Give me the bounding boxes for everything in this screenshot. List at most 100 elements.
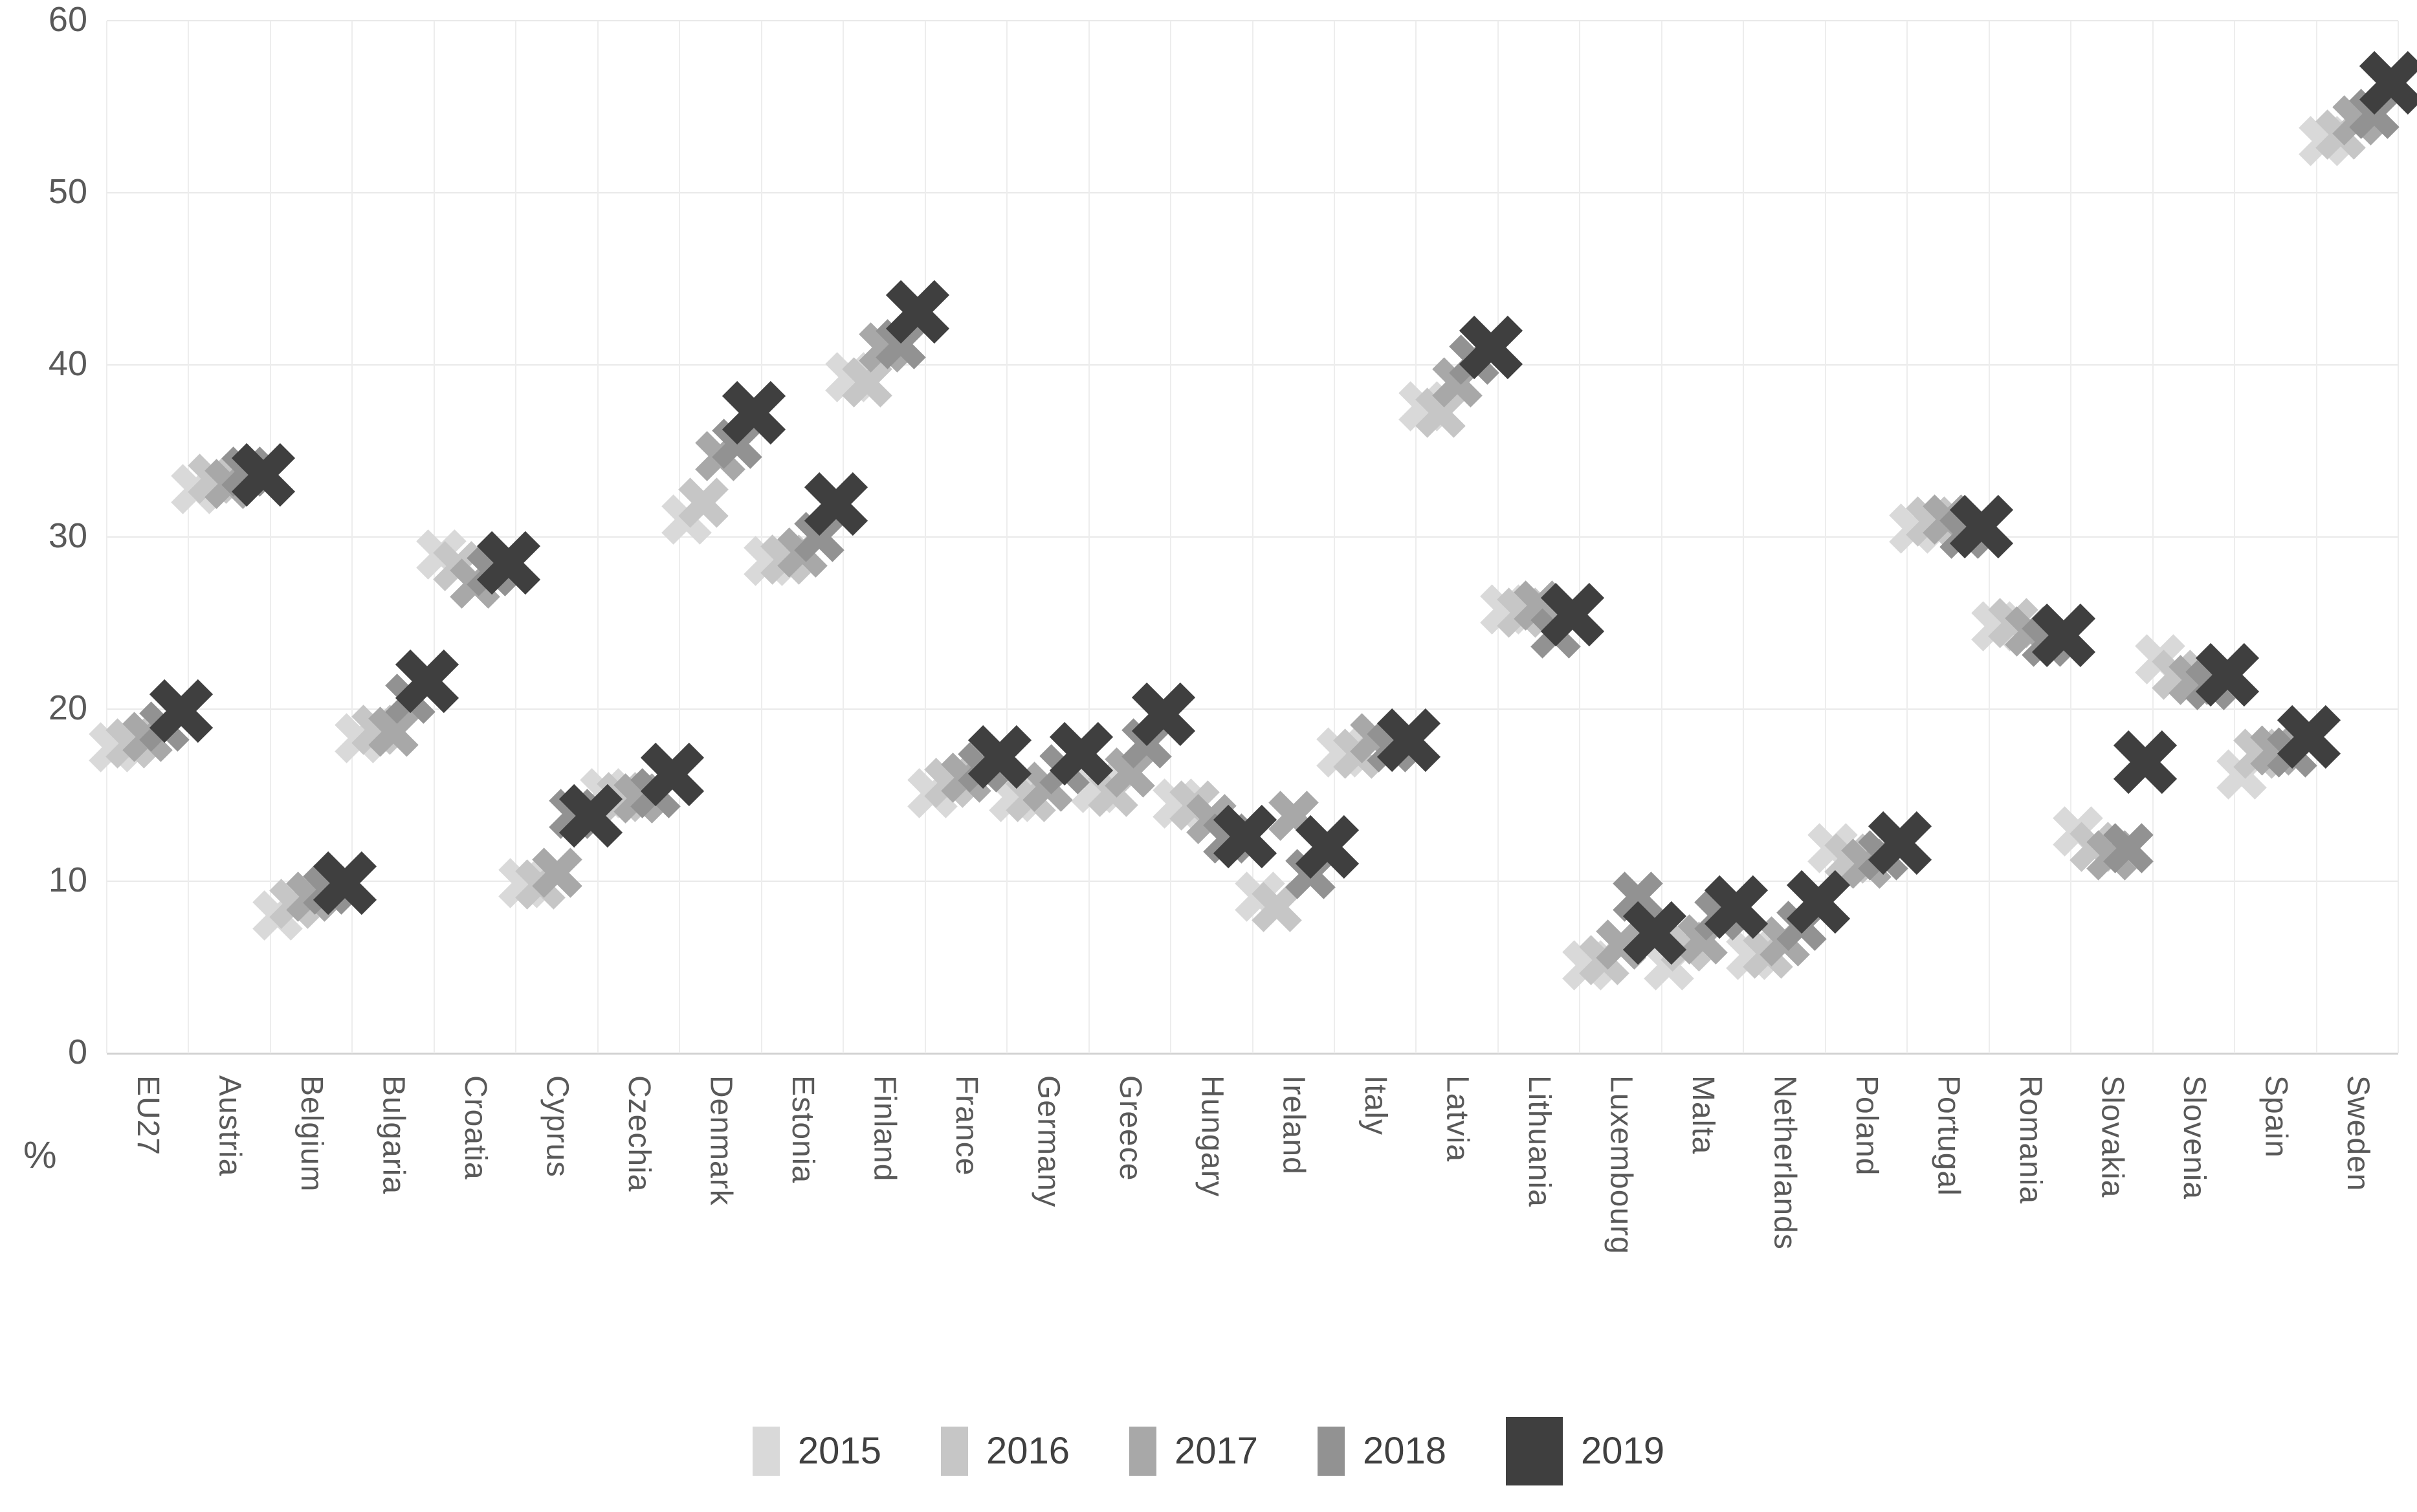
chart-legend: 2015 2016 2017 2018 2019 [0,1417,2417,1485]
x-marker-2019-czechia [632,734,712,815]
x-marker-2019-france [960,717,1040,797]
x-category-label: Romania [2013,1075,2047,1205]
x-marker-2018-estonia [788,505,851,569]
x-category-label: Sweden [2340,1075,2375,1192]
x-cross-icon [1868,811,1932,875]
x-category-label: Poland [1849,1075,1884,1176]
gridline-vertical [2398,21,2399,1053]
gridline-vertical [1824,21,1826,1053]
legend-item-2019: 2019 [1506,1417,1664,1485]
x-cross-icon [1950,494,2014,559]
x-category-label: Greece [1112,1075,1147,1181]
x-cross-icon [1105,747,1155,798]
gridline-vertical [760,21,762,1053]
x-cross-icon [395,650,459,714]
x-marker-2019-finland [877,272,958,352]
y-tick-label: 60 [48,0,87,39]
x-cross-icon [842,356,893,408]
x-marker-2019-eu27 [141,671,221,751]
x-cross-icon [368,706,419,757]
x-category-label: Italy [1358,1075,1393,1136]
x-marker-2019-lithuania [1532,575,1613,655]
gridline-vertical [843,21,844,1053]
gridline-vertical [597,21,599,1053]
gridline-horizontal [107,1053,2398,1055]
gridline-vertical [1415,21,1417,1053]
x-marker-2019-slovakia [2105,722,2185,802]
gridline-vertical [106,21,107,1053]
x-marker-2019-poland [1860,803,1940,883]
x-marker-2019-spain [2269,697,2349,777]
x-cross-icon [1612,871,1663,922]
x-category-label: Slovenia [2176,1075,2211,1200]
x-cross-icon [2195,642,2259,707]
legend-swatch-icon [752,1427,780,1476]
gridline-vertical [1497,21,1499,1053]
x-cross-icon [231,443,295,507]
x-marker-2019-croatia [469,523,549,603]
gridline-vertical [1006,21,1008,1053]
x-cross-icon [1704,875,1769,939]
x-marker-2019-denmark [714,373,794,453]
x-category-label: Malta [1686,1075,1721,1155]
x-category-label: Luxembourg [1604,1075,1639,1255]
legend-swatch-icon [1506,1417,1563,1485]
gridline-vertical [1252,21,1253,1053]
y-tick-label: 30 [48,516,87,555]
gridline-vertical [1088,21,1090,1053]
gridline-vertical [351,21,353,1053]
legend-label: 2016 [986,1430,1070,1472]
legend-item-2018: 2018 [1318,1427,1446,1476]
x-cross-icon [1050,722,1114,786]
x-marker-2019-bulgaria [387,641,467,721]
gridline-vertical [1170,21,1172,1053]
x-category-label: Portugal [1931,1075,1966,1196]
x-marker-2018-luxembourg [1606,865,1670,928]
gridline-vertical [2070,21,2072,1053]
x-cross-icon [2277,705,2341,769]
legend-label: 2019 [1581,1430,1665,1472]
x-marker-2019-hungary [1205,796,1285,877]
x-category-label: Finland [867,1075,902,1182]
gridline-vertical [269,21,271,1053]
x-marker-2016-ireland [1245,875,1308,939]
x-cross-icon [476,531,541,595]
x-category-label: Spain [2258,1075,2293,1158]
x-cross-icon [1459,316,1523,380]
x-cross-icon [149,679,214,743]
x-category-label: Austria [212,1075,247,1177]
y-tick-label: 10 [48,860,87,899]
y-tick-label: 0 [67,1032,87,1071]
x-cross-icon [722,381,786,445]
x-marker-2019-germany [1041,714,1121,794]
legend-swatch-icon [940,1427,968,1476]
legend-label: 2015 [797,1430,881,1472]
x-marker-2019-romania [2024,595,2104,675]
x-cross-icon [886,279,950,344]
x-cross-icon [1131,682,1195,747]
x-category-label: Hungary [1195,1075,1230,1198]
x-cross-icon [2103,823,2154,874]
x-marker-2016-denmark [672,471,735,534]
legend-label: 2018 [1363,1430,1447,1472]
gridline-vertical [515,21,517,1053]
x-marker-2018-finland [869,312,933,376]
x-cross-icon [794,512,844,562]
x-cross-icon [558,783,623,848]
x-category-label: Slovakia [2095,1075,2130,1198]
x-category-label: Latvia [1440,1075,1475,1163]
gridline-vertical [1579,21,1581,1053]
x-marker-2019-ireland [1287,807,1367,887]
gridline-vertical [924,21,926,1053]
x-marker-2019-netherlands [1778,862,1859,942]
x-marker-2019-luxembourg [1615,893,1695,973]
x-cross-icon [1622,901,1686,965]
x-cross-icon [640,742,705,807]
x-cross-icon [313,851,377,915]
x-category-label: EU27 [131,1075,166,1156]
x-category-label: Germany [1031,1075,1066,1208]
x-category-label: Croatia [458,1075,493,1180]
x-cross-icon [678,477,729,528]
x-marker-2019-malta [1696,867,1776,947]
